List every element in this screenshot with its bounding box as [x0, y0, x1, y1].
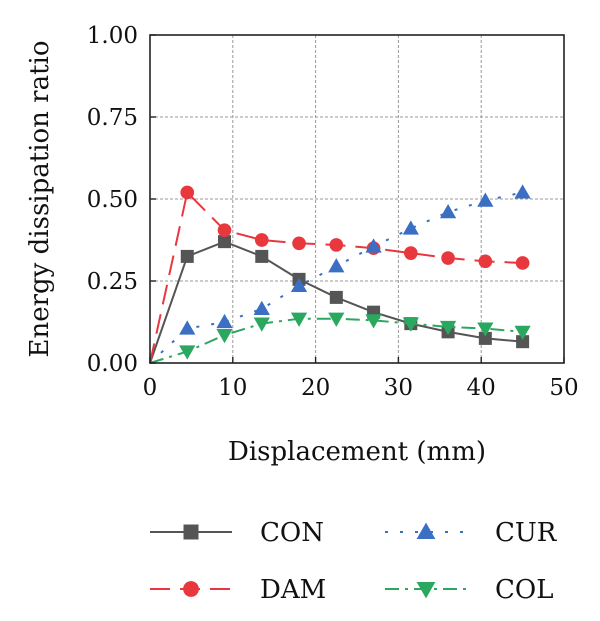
data-point-cur [179, 320, 196, 335]
data-point-cur [477, 192, 494, 207]
data-point-dam [292, 236, 306, 251]
data-point-cur [290, 277, 308, 293]
data-point-dam [478, 254, 493, 269]
series-col [149, 312, 531, 364]
legend-marker [416, 581, 436, 599]
data-point-cur [439, 203, 457, 219]
x-tick-label: 30 [384, 375, 413, 401]
series-line-dam [149, 190, 523, 364]
data-point-con [218, 235, 232, 249]
x-axis-label: Displacement (mm) [228, 437, 486, 467]
data-point-dam [441, 251, 455, 265]
series-cur [149, 184, 531, 364]
data-point-col [439, 320, 457, 336]
legend-marker [183, 581, 199, 597]
legend-label: CUR [495, 518, 558, 548]
series-line-col [149, 317, 523, 364]
x-tick-label: 10 [218, 375, 247, 401]
legend-marker [183, 524, 199, 540]
ticks: 0 10 20 30 40 50 0.00 0.25 0.50 0.75 1.00 [87, 23, 579, 401]
series-line-cur [149, 191, 523, 364]
data-point-dam [515, 256, 530, 270]
legend-marker [416, 522, 436, 540]
legend-label: COL [495, 575, 553, 605]
legend-item-cur: CUR [385, 518, 558, 548]
data-point-col [402, 317, 419, 332]
data-point-dam [217, 223, 232, 237]
y-tick-label: 0.25 [87, 269, 138, 295]
legend-label: CON [260, 518, 324, 548]
data-point-cur [514, 184, 531, 199]
grid [150, 35, 564, 363]
data-point-col [253, 317, 270, 332]
legend: CON DAM CUR COL [150, 518, 558, 605]
data-point-col [216, 329, 233, 344]
series-layer [149, 184, 531, 364]
data-point-cur [402, 220, 419, 235]
x-tick-label: 20 [301, 375, 330, 401]
y-axis-label: Energy dissipation ratio [25, 40, 55, 357]
x-tick-label: 40 [467, 375, 496, 401]
data-point-con [255, 249, 269, 263]
data-point-con [329, 290, 343, 304]
data-point-dam [403, 246, 418, 260]
data-point-col [514, 325, 531, 340]
legend-label: DAM [260, 575, 326, 605]
legend-item-con: CON [150, 518, 324, 548]
legend-item-col: COL [385, 575, 553, 605]
x-tick-label: 50 [549, 375, 578, 401]
data-point-dam [254, 233, 269, 247]
data-point-col [477, 322, 494, 337]
data-point-con [180, 249, 194, 263]
legend-item-dam: DAM [150, 575, 326, 605]
data-point-dam [329, 238, 344, 252]
data-point-col [179, 345, 196, 360]
data-point-col [290, 312, 308, 327]
data-point-con [516, 335, 530, 349]
data-point-con [478, 331, 492, 345]
y-tick-label: 0.00 [87, 351, 138, 377]
data-point-dam [180, 185, 195, 200]
data-point-col [365, 314, 382, 329]
data-point-cur [365, 238, 382, 253]
y-tick-label: 0.50 [87, 187, 138, 213]
y-tick-label: 1.00 [87, 23, 138, 49]
data-point-cur [216, 313, 233, 329]
x-tick-label: 0 [143, 375, 158, 401]
y-tick-label: 0.75 [87, 105, 138, 131]
data-point-cur [328, 258, 345, 273]
data-point-cur [253, 300, 270, 315]
data-point-col [328, 312, 345, 327]
